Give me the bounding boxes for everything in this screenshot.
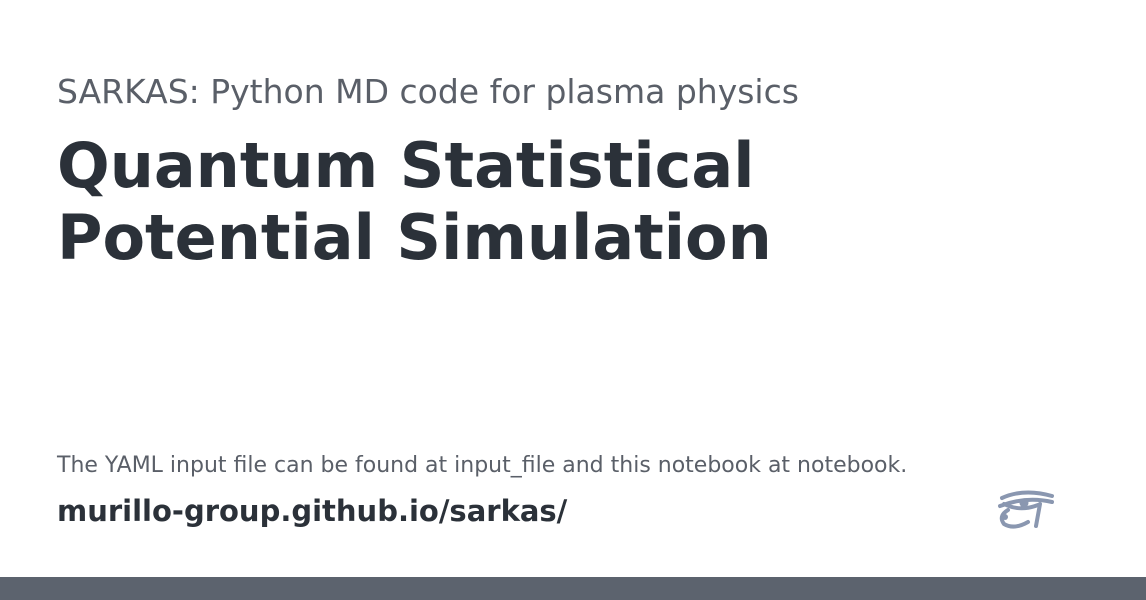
page-title: Quantum Statistical Potential Simulation — [57, 129, 772, 274]
page-description: The YAML input file can be found at inpu… — [57, 453, 908, 478]
eye-of-horus-icon — [998, 490, 1054, 529]
bottom-bar — [0, 577, 1146, 600]
page-subtitle: SARKAS: Python MD code for plasma physic… — [57, 72, 799, 111]
site-url[interactable]: murillo-group.github.io/sarkas/ — [57, 494, 568, 528]
